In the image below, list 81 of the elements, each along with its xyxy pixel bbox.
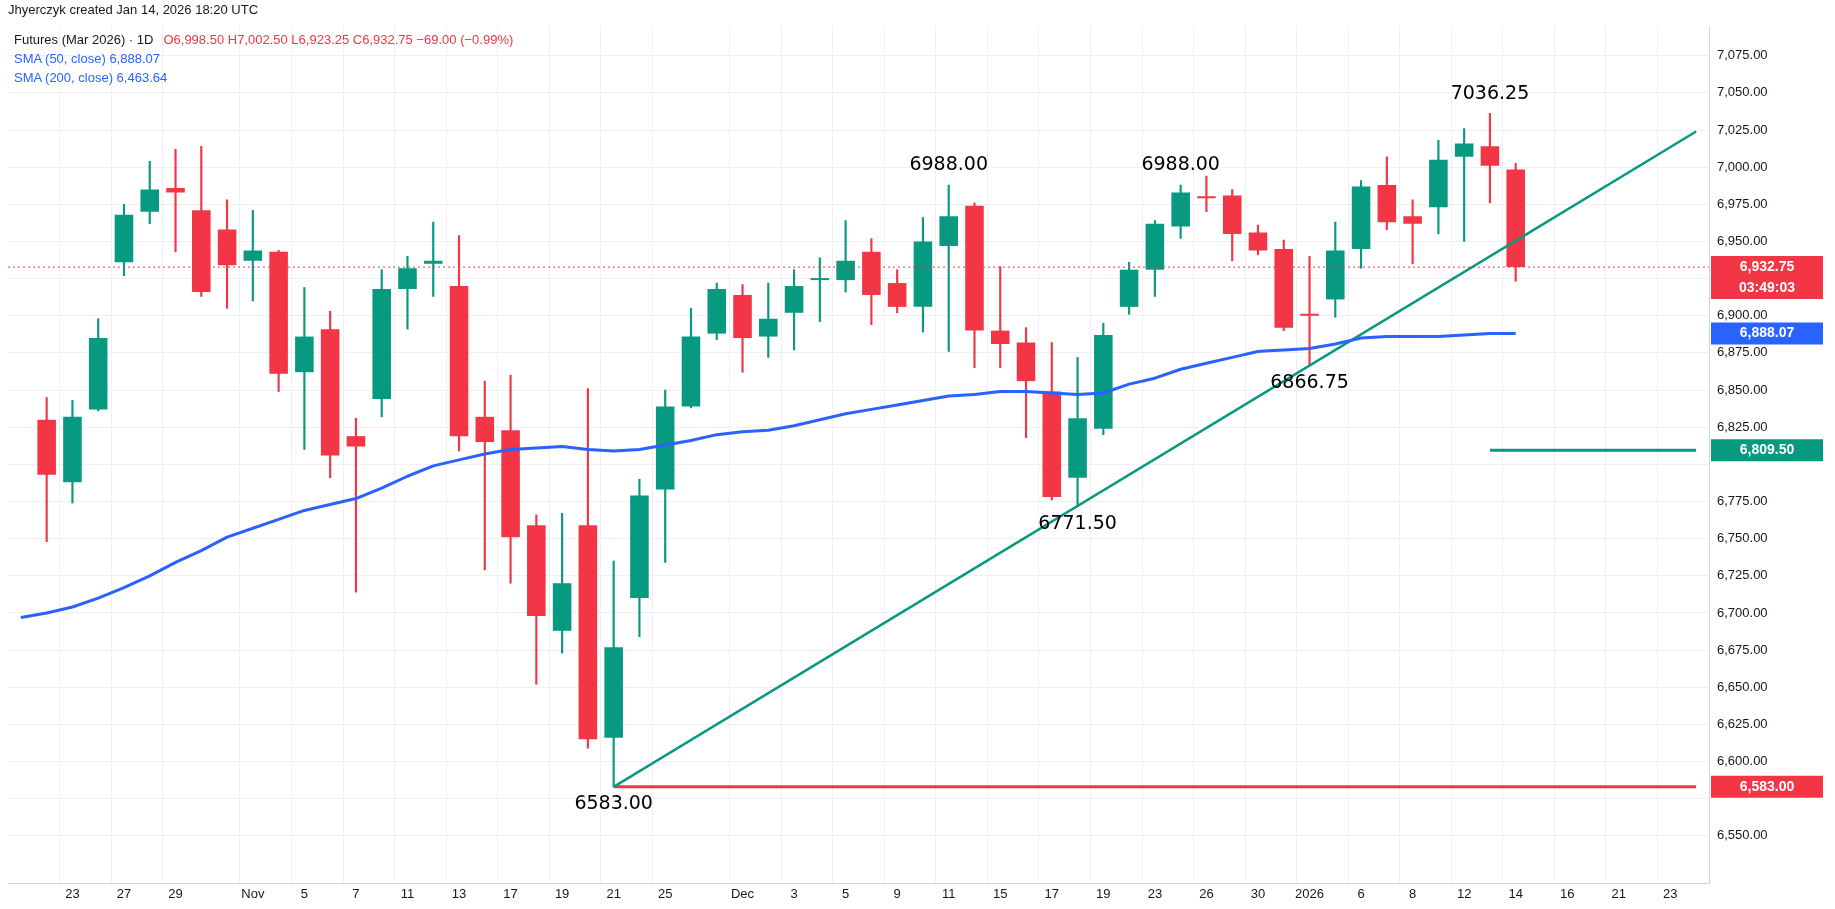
y-tick-label: 6,725.00	[1717, 567, 1768, 583]
x-tick-label: 19	[1096, 885, 1111, 901]
x-tick-label: 5	[842, 885, 850, 901]
y-tick-label: 6,775.00	[1717, 493, 1768, 509]
x-tick-label: 6	[1357, 885, 1365, 901]
candlestick	[372, 269, 391, 418]
x-tick-label: 5	[300, 885, 308, 901]
candlestick	[423, 221, 443, 297]
annotation: 6583.00	[574, 791, 653, 814]
candlestick	[1454, 128, 1474, 242]
x-tick-label: 14	[1508, 885, 1523, 901]
candlestick	[1171, 184, 1190, 239]
annotation: 6988.00	[1141, 152, 1220, 175]
text: 03:49:03	[1738, 278, 1796, 295]
x-tick-label: 3	[790, 885, 798, 901]
x-tick-label: 26	[1199, 885, 1214, 901]
candlestick	[707, 282, 727, 340]
x-tick-label: Nov	[241, 885, 265, 901]
ref-line-label: 6,932.75	[1739, 257, 1795, 274]
y-tick-label: 7,025.00	[1717, 121, 1768, 137]
x-tick-label: 7	[352, 885, 360, 901]
annotation: 6,888.07	[109, 51, 160, 66]
x-tick-label: Dec	[730, 885, 755, 901]
y-tick-label: 6,900.00	[1717, 307, 1768, 323]
candlestick	[346, 417, 366, 593]
x-tick-label: 21	[606, 885, 621, 901]
y-tick-label: 6,950.00	[1717, 233, 1768, 249]
text: SMA (50, close)	[14, 51, 107, 66]
y-tick-label: 7,050.00	[1717, 84, 1768, 100]
x-tick-label: 30	[1250, 885, 1266, 901]
y-tick-label: 6,550.00	[1717, 827, 1768, 843]
x-tick-label: 23	[1147, 885, 1163, 901]
text: Jhyerczyk created Jan 14, 2026 18:20 UTC	[8, 2, 259, 17]
annotation: 6988.00	[909, 152, 988, 175]
text: 6,888.07	[1739, 324, 1795, 341]
x-tick-label: 25	[657, 885, 673, 901]
x-tick-label: 23	[65, 885, 80, 901]
x-tick-label: 23	[1663, 885, 1678, 901]
y-tick-label: 6,875.00	[1717, 344, 1768, 360]
y-tick-label: 6,675.00	[1717, 641, 1768, 657]
y-tick-label: 6,600.00	[1717, 753, 1768, 769]
y-tick-label: 6,650.00	[1717, 678, 1768, 694]
y-tick-label: 6,975.00	[1717, 195, 1768, 211]
x-tick-label: 29	[168, 885, 183, 901]
x-tick-label: 9	[893, 885, 901, 901]
candlestick	[1326, 221, 1345, 318]
x-tick-label: 15	[993, 885, 1008, 901]
y-tick-label: 6,825.00	[1717, 418, 1768, 434]
x-tick-label: 2026	[1295, 885, 1324, 901]
candlestick	[759, 282, 778, 358]
text: 6,583.00	[1739, 777, 1795, 794]
text: O6,998.50 H7,002.50 L6,923.25 C6,932.75 −69.00 (−0.99%)	[163, 32, 514, 47]
annotation: SMA (200, close) 6,463.64	[14, 69, 169, 87]
candlestick	[37, 397, 56, 542]
candlestick	[243, 209, 263, 302]
x-tick-label: 17	[503, 885, 518, 901]
y-tick-label: 7,075.00	[1717, 47, 1768, 63]
x-tick-label: 11	[941, 885, 956, 901]
text: Futures (Mar 2026) · 1D	[14, 32, 154, 47]
candlestick	[140, 160, 160, 224]
y-tick-label: 6,750.00	[1717, 530, 1768, 546]
x-tick-label: 13	[451, 885, 467, 901]
candlestick	[1403, 199, 1422, 265]
x-tick-label: 12	[1456, 885, 1472, 901]
x-tick-label: 19	[554, 885, 570, 901]
y-tick-label: 7,000.00	[1717, 158, 1768, 174]
x-tick-label: 8	[1409, 885, 1417, 901]
y-tick-label: 6,700.00	[1717, 604, 1768, 620]
x-tick-label: 27	[116, 885, 132, 901]
x-tick-label: 11	[400, 885, 415, 901]
x-tick-label: 16	[1560, 885, 1575, 901]
annotation: 7036.25	[1450, 80, 1530, 103]
candlestick	[295, 287, 314, 450]
y-tick-label: 6,850.00	[1717, 381, 1768, 397]
candlestick	[1429, 140, 1448, 235]
text: 6,809.50	[1739, 441, 1795, 458]
x-tick-label: 21	[1611, 885, 1627, 901]
candlestick	[527, 514, 546, 685]
x-tick-label: 17	[1044, 885, 1060, 901]
candlestick	[939, 184, 958, 352]
y-tick-label: 6,625.00	[1717, 715, 1768, 731]
